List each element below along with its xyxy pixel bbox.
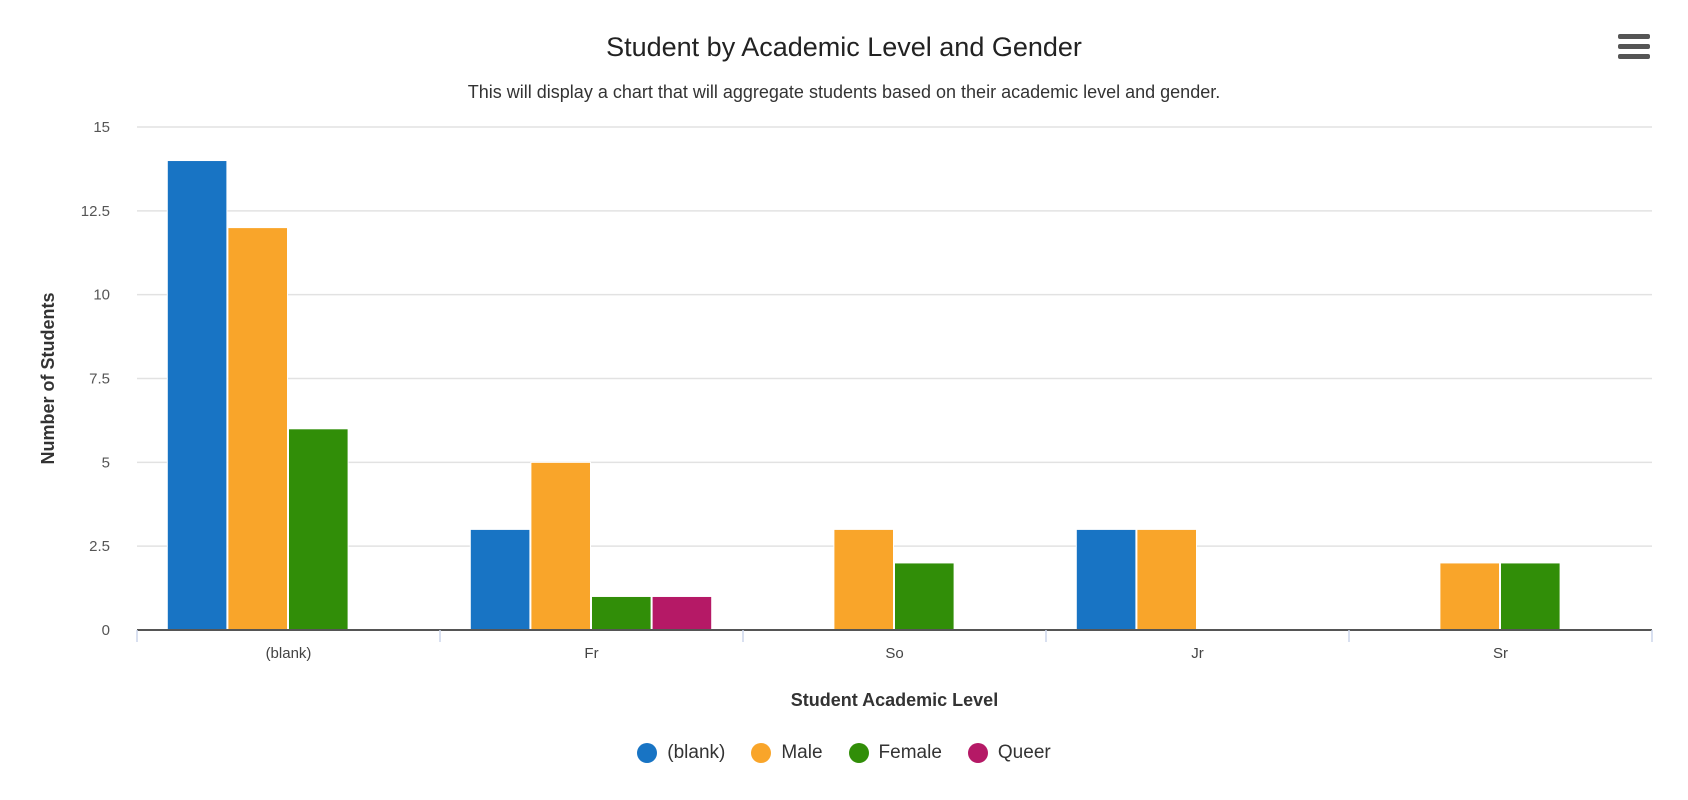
bar-female-sr	[1500, 562, 1561, 631]
legend-item[interactable]: Queer	[967, 742, 1051, 764]
bar-blank-jr	[1075, 528, 1137, 631]
chart-title: Student by Academic Level and Gender	[606, 32, 1082, 62]
bar-female-blank	[288, 428, 349, 631]
legend-item[interactable]: (blank)	[637, 742, 725, 764]
legend-marker-icon	[848, 743, 869, 763]
legend-marker-icon	[751, 743, 772, 763]
y-tick-label: 10	[93, 287, 110, 304]
y-axis-title: Number of Students	[38, 292, 58, 464]
bar-male-jr	[1136, 528, 1198, 631]
y-tick-label: 7.5	[89, 371, 110, 388]
bar-male-fr	[530, 461, 592, 631]
legend-item[interactable]: Male	[751, 742, 823, 764]
legend-marker-icon	[967, 743, 988, 763]
x-tick-label: Jr	[1191, 645, 1204, 662]
legend-item[interactable]: Female	[848, 742, 942, 764]
bar-female-so	[894, 562, 955, 631]
x-tick-label: Sr	[1493, 645, 1508, 662]
legend-label: Queer	[997, 742, 1051, 763]
x-tick-label: (blank)	[266, 645, 312, 662]
y-tick-label: 0	[102, 622, 110, 639]
y-tick-label: 12.5	[81, 203, 110, 220]
y-tick-label: 15	[93, 119, 110, 136]
legend: (blank) Male Female Queer	[0, 742, 1688, 764]
legend-label: Male	[781, 742, 823, 763]
bar-male-sr	[1439, 562, 1501, 631]
bar-male-blank	[227, 227, 288, 631]
x-tick-label: Fr	[584, 645, 598, 662]
legend-label: Female	[878, 742, 942, 763]
x-tick-label: So	[885, 645, 903, 662]
bar-female-fr	[591, 595, 652, 631]
bar-queer-fr	[651, 595, 713, 631]
chart-subtitle: This will display a chart that will aggr…	[467, 82, 1221, 102]
legend-marker-icon	[637, 743, 658, 763]
x-axis-title: Student Academic Level	[791, 690, 998, 710]
legend-label: (blank)	[667, 742, 726, 763]
bar-blank-blank	[166, 160, 228, 631]
y-tick-label: 5	[102, 454, 110, 471]
hamburger-menu-icon[interactable]	[1618, 34, 1650, 62]
bar-blank-fr	[469, 528, 531, 631]
bar-male-so	[833, 528, 895, 631]
y-tick-label: 2.5	[89, 538, 110, 555]
